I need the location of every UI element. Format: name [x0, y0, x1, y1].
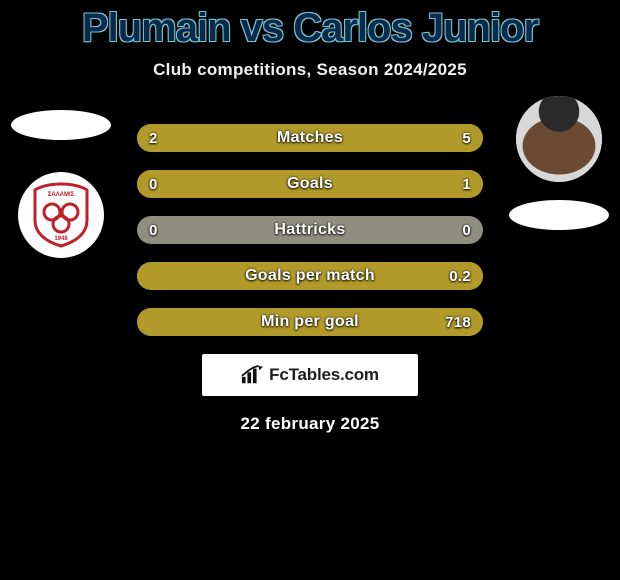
stat-bar: 718 Min per goal	[137, 308, 483, 336]
player-left-club-crest: ΣΑΛΑΜΙΣ 1948	[18, 172, 104, 258]
club-crest-icon: ΣΑΛΑΜΙΣ 1948	[18, 172, 104, 258]
stat-left-value: 0	[149, 176, 158, 193]
stat-bar: 2 5 Matches	[137, 124, 483, 152]
player-right-column	[504, 110, 614, 230]
stat-bar: 0 0 Hattricks	[137, 216, 483, 244]
stat-label: Hattricks	[274, 221, 345, 239]
comparison-stage: ΣΑΛΑΜΙΣ 1948 2 5 Matches 0 1 Goals 0 0 Hattricks…	[0, 124, 620, 434]
stat-left-value: 2	[149, 130, 158, 147]
stat-bar: 0.2 Goals per match	[137, 262, 483, 290]
player-left-column: ΣΑΛΑΜΙΣ 1948	[6, 110, 116, 258]
stat-left-value: 0	[149, 222, 158, 239]
stat-label: Goals per match	[245, 267, 375, 285]
bar-chart-icon	[241, 365, 263, 385]
stat-label: Matches	[277, 129, 343, 147]
page-title: Plumain vs Carlos Junior	[0, 0, 620, 50]
player-left-placeholder-oval	[11, 110, 111, 140]
stat-label: Goals	[287, 175, 333, 193]
stat-right-value: 1	[462, 176, 471, 193]
stat-right-value: 5	[462, 130, 471, 147]
svg-text:ΣΑΛΑΜΙΣ: ΣΑΛΑΜΙΣ	[48, 192, 75, 198]
brand-label: FcTables.com	[269, 365, 379, 385]
stat-label: Min per goal	[261, 313, 359, 331]
avatar-icon	[516, 96, 602, 182]
stat-bar: 0 1 Goals	[137, 170, 483, 198]
svg-text:1948: 1948	[54, 236, 68, 242]
date-label: 22 february 2025	[0, 414, 620, 434]
subtitle: Club competitions, Season 2024/2025	[0, 60, 620, 80]
brand-card: FcTables.com	[202, 354, 418, 396]
stat-bars: 2 5 Matches 0 1 Goals 0 0 Hattricks 0.2 Goals per …	[137, 124, 483, 336]
player-right-club-placeholder-oval	[509, 200, 609, 230]
player-right-photo	[516, 96, 602, 182]
stat-right-value: 718	[445, 314, 471, 331]
stat-right-value: 0.2	[449, 268, 471, 285]
stat-right-value: 0	[462, 222, 471, 239]
